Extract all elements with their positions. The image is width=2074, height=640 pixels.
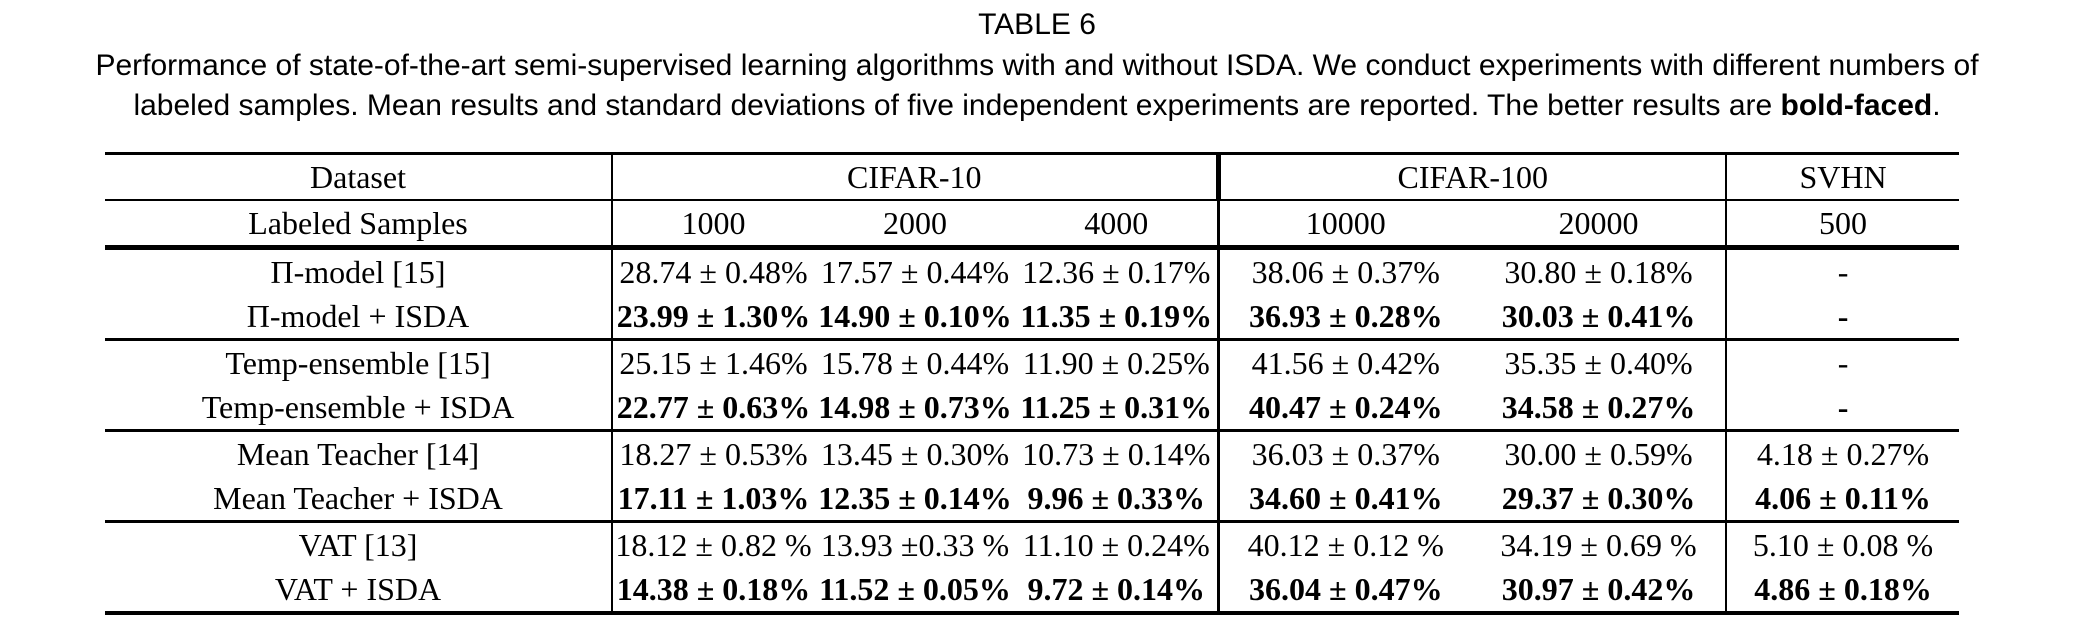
value-cell: 38.06 ± 0.37% (1216, 247, 1473, 294)
table-row: Mean Teacher + ISDA 17.11 ± 1.03% 12.35 ± … (105, 476, 1960, 522)
value-cell: 10.73 ± 0.14% (1022, 436, 1211, 472)
col-group-header-cell: SVHN (1725, 153, 1960, 200)
value-cell: 30.80 ± 0.18% (1504, 254, 1693, 290)
value-cell: 5.10 ± 0.08 % (1725, 521, 1960, 567)
value-cell: 4.06 ± 0.11% (1725, 476, 1960, 522)
col-group-header-cell: CIFAR-100 (1215, 153, 1727, 200)
value-cell: 9.96 ± 0.33% (1027, 480, 1206, 516)
value-cell: 11.35 ± 0.19% (1020, 298, 1213, 334)
value-cell: 30.97 ± 0.42% (1501, 571, 1696, 607)
table-head: Dataset CIFAR-10 CIFAR-100 SVHN Labeled Samp… (105, 153, 1960, 248)
sample-count-cell: 4000 (1084, 205, 1149, 241)
value-cell: 30.00 ± 0.59% (1504, 436, 1693, 472)
value-cell: 17.57 ± 0.44% (820, 254, 1010, 290)
value-cell: 36.03 ± 0.37% (1216, 430, 1473, 476)
value-cell: 11.52 ± 0.05% (819, 571, 1011, 607)
value-cell: 18.12 ± 0.82 % (611, 521, 814, 567)
value-cell: 13.45 ± 0.30% (820, 436, 1010, 472)
sample-count-cell: 2000 (883, 205, 947, 241)
sample-count-cell: 20000 (1558, 205, 1639, 241)
caption-line-2: labeled samples. Mean results and standa… (133, 89, 1781, 122)
sample-count-cell: 500 (1725, 200, 1960, 248)
value-cell: 9.72 ± 0.14% (1027, 571, 1206, 607)
sample-count-cell: 1000 (611, 200, 814, 248)
value-cell: - (1725, 339, 1960, 385)
value-cell: 34.19 ± 0.69 % (1500, 527, 1697, 563)
value-cell: 23.99 ± 1.30% (611, 294, 814, 340)
table-number-title: TABLE 6 (978, 8, 1096, 41)
method-cell: Mean Teacher [14] (236, 436, 480, 472)
value-cell: 28.74 ± 0.48% (611, 247, 814, 294)
method-cell: VAT [13] (298, 527, 418, 563)
value-cell: 18.27 ± 0.53% (611, 430, 814, 476)
table-row: Π-model + ISDA 23.99 ± 1.30% 14.90 ± 0.10%… (105, 294, 1960, 340)
dataset-corner-cell: Dataset (310, 159, 406, 195)
value-cell: 40.47 ± 0.24% (1216, 385, 1473, 431)
value-cell: 11.10 ± 0.24% (1022, 527, 1210, 563)
value-cell: 4.18 ± 0.27% (1725, 430, 1960, 476)
value-cell: 12.36 ± 0.17% (1022, 254, 1211, 290)
sample-count-cell: 10000 (1216, 200, 1473, 248)
value-cell: - (1725, 385, 1960, 431)
method-cell: Temp-ensemble + ISDA (201, 389, 515, 425)
value-cell: - (1725, 247, 1960, 294)
caption-line-1: Performance of state-of-the-art semi-sup… (95, 49, 1979, 82)
value-cell: 36.93 ± 0.28% (1216, 294, 1473, 340)
value-cell: 34.58 ± 0.27% (1501, 389, 1696, 425)
value-cell: 30.03 ± 0.41% (1501, 298, 1696, 334)
value-cell: 25.15 ± 1.46% (611, 339, 814, 385)
value-cell: 12.35 ± 0.14% (818, 480, 1012, 516)
value-cell: 13.93 ±0.33 % (820, 527, 1010, 563)
value-cell: - (1725, 294, 1960, 340)
value-cell: 35.35 ± 0.40% (1504, 345, 1693, 381)
value-cell: 36.04 ± 0.47% (1216, 567, 1473, 613)
value-cell: 34.60 ± 0.41% (1216, 476, 1473, 522)
method-cell: Mean Teacher + ISDA (213, 480, 503, 516)
value-cell: 11.25 ± 0.31% (1020, 389, 1213, 425)
value-cell: 11.90 ± 0.25% (1022, 345, 1210, 381)
labeled-samples-header-cell: Labeled Samples (248, 205, 468, 241)
table-body: Π-model [15] 28.74 ± 0.48% 17.57 ± 0.44% 12… (105, 247, 1960, 613)
caption-period: . (1932, 89, 1941, 122)
method-cell: Π-model [15] (270, 254, 446, 290)
value-cell: 17.11 ± 1.03% (611, 476, 814, 522)
value-cell: 41.56 ± 0.42% (1216, 339, 1473, 385)
table-row: Temp-ensemble [15] 25.15 ± 1.46% 15.78 ± 0… (105, 339, 1960, 385)
table-row: Mean Teacher [14] 18.27 ± 0.53% 13.45 ± 0.… (105, 430, 1960, 476)
table-row: VAT [13] 18.12 ± 0.82 % 13.93 ±0.33 % 11.10… (105, 521, 1960, 567)
value-cell: 4.86 ± 0.18% (1725, 567, 1960, 613)
table-row: VAT + ISDA 14.38 ± 0.18% 11.52 ± 0.05% 9.72… (105, 567, 1960, 613)
value-cell: 14.38 ± 0.18% (611, 567, 814, 613)
method-cell: Temp-ensemble [15] (225, 345, 491, 381)
value-cell: 29.37 ± 0.30% (1501, 480, 1696, 516)
results-table: Dataset CIFAR-10 CIFAR-100 SVHN Labeled Samp… (105, 152, 1960, 615)
table-caption: Performance of state-of-the-art semi-sup… (10, 46, 2064, 126)
value-cell: 22.77 ± 0.63% (611, 385, 814, 431)
value-cell: 15.78 ± 0.44% (820, 345, 1010, 381)
method-cell: VAT + ISDA (274, 571, 442, 607)
table-row: Π-model [15] 28.74 ± 0.48% 17.57 ± 0.44% 12… (105, 247, 1960, 294)
table-row: Temp-ensemble + ISDA 22.77 ± 0.63% 14.98 ±… (105, 385, 1960, 431)
value-cell: 40.12 ± 0.12 % (1216, 521, 1473, 567)
col-group-header-cell: CIFAR-10 (610, 153, 1219, 200)
caption-bold-word: bold-faced (1780, 89, 1933, 122)
value-cell: 14.90 ± 0.10% (818, 298, 1012, 334)
value-cell: 14.98 ± 0.73% (818, 389, 1012, 425)
method-cell: Π-model + ISDA (246, 298, 470, 334)
